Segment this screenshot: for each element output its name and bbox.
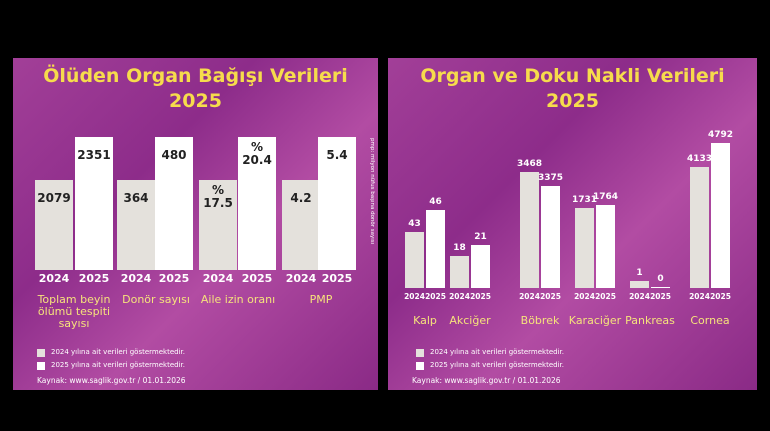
value-label: 46 [429,197,442,207]
x-tick-label: 2024 [574,292,595,301]
legend-text: 2025 yılına ait verileri göstermektedir. [430,361,565,369]
category-label: Böbrek [520,314,560,327]
bar [117,180,155,270]
x-tick-label: 2025 [710,292,731,301]
legend-text: 2024 yılına ait verileri göstermektedir. [430,348,565,356]
value-label: 2079 [37,191,71,205]
x-tick-label: 2024 [120,272,152,285]
bar [520,172,539,288]
bar [318,137,356,270]
bar [199,180,237,270]
bar [75,137,113,270]
source: Kaynak: www.saglik.gov.tr / 01.01.2026 [37,376,186,385]
value-label: 1764 [592,192,619,202]
bar [405,232,424,288]
chart-title: Organ ve Doku Nakli Verileri [420,65,725,87]
value-label: 18 [453,243,466,253]
category-label: Toplam beyin ölümü tespiti sayısı [37,293,111,330]
legend-swatch [37,362,45,370]
category-label: Karaciğer [568,314,622,327]
bar [426,210,445,288]
source: Kaynak: www.saglik.gov.tr / 01.01.2026 [412,376,561,385]
x-tick-label: 2024 [202,272,234,285]
bar [238,137,276,270]
category-label: Donör sayısı [122,293,190,306]
value-label: 364 [123,191,149,205]
bar [541,186,560,288]
bar [35,180,73,270]
category-label: Kalp [413,314,437,327]
value-label: 2351 [77,148,111,162]
x-tick-label: 2025 [241,272,273,285]
note: pmp: milyon nüfus başına donör sayısı [369,138,375,245]
value-label: 1731 [571,195,598,205]
category-label: Cornea [690,314,730,327]
x-tick-label: 2024 [689,292,710,301]
value-label: 4792 [707,130,734,140]
value-label: 5.4 [326,148,348,162]
category-label: Akciğer [449,314,491,327]
x-tick-label: 2025 [470,292,491,301]
legend-swatch [416,349,424,357]
bar [651,287,670,288]
value-label: 0 [657,274,664,284]
category-label: Pankreas [625,314,675,327]
value-label: 3375 [537,173,564,183]
value-label: % 20.4 [242,140,272,167]
value-label: 4.2 [290,191,312,205]
x-tick-label: 2024 [285,272,317,285]
value-label: 3468 [516,159,543,169]
chart-subtitle: 2025 [169,90,222,112]
x-tick-label: 2024 [449,292,470,301]
x-tick-label: 2025 [321,272,353,285]
bar [575,208,594,288]
value-label: 21 [474,232,487,242]
x-tick-label: 2024 [519,292,540,301]
category-label: PMP [309,293,333,306]
bar [711,143,730,288]
bar [630,281,649,288]
x-tick-label: 2025 [158,272,190,285]
panel: Ölüden Organ Bağışı Verileri 2025 2024 yıl… [13,58,378,390]
legend-swatch [37,349,45,357]
chart-title: Ölüden Organ Bağışı Verileri [43,65,348,87]
bar [282,180,320,270]
x-tick-label: 2024 [38,272,70,285]
x-tick-label: 2024 [404,292,425,301]
x-tick-label: 2025 [595,292,616,301]
panel: Organ ve Doku Nakli Verileri 2025 2024 yıl… [388,58,757,390]
value-label: 480 [161,148,187,162]
x-tick-label: 2025 [540,292,561,301]
x-tick-label: 2025 [78,272,110,285]
chart-subtitle: 2025 [546,90,599,112]
legend-text: 2025 yılına ait verileri göstermektedir. [51,361,186,369]
legend-text: 2024 yılına ait verileri göstermektedir. [51,348,186,356]
bar [155,137,193,270]
bar [690,167,709,288]
legend-swatch [416,362,424,370]
value-label: 1 [636,268,643,278]
x-tick-label: 2025 [650,292,671,301]
value-label: % 17.5 [203,183,233,210]
bar [596,205,615,288]
x-tick-label: 2025 [425,292,446,301]
value-label: 4133 [686,154,713,164]
bar [450,256,469,288]
bar [471,245,490,288]
x-tick-label: 2024 [629,292,650,301]
value-label: 43 [408,219,421,229]
category-label: Aile izin oranı [200,293,276,306]
